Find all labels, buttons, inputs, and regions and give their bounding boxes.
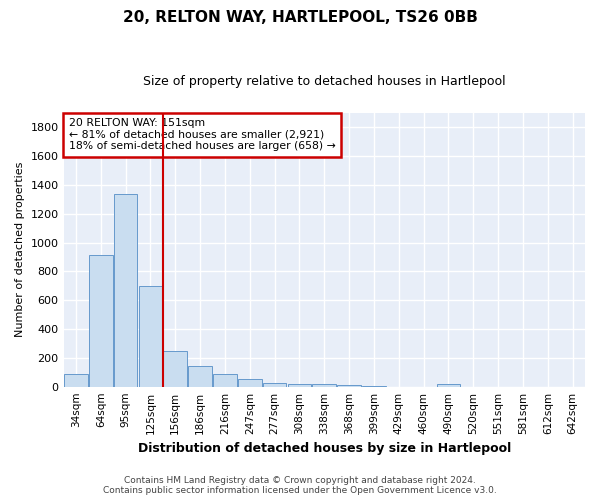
- Text: Contains HM Land Registry data © Crown copyright and database right 2024.
Contai: Contains HM Land Registry data © Crown c…: [103, 476, 497, 495]
- Title: Size of property relative to detached houses in Hartlepool: Size of property relative to detached ho…: [143, 75, 506, 88]
- Bar: [238, 379, 262, 386]
- Y-axis label: Number of detached properties: Number of detached properties: [15, 162, 25, 338]
- Bar: [139, 286, 162, 386]
- Bar: [263, 382, 286, 386]
- Text: 20 RELTON WAY: 151sqm
← 81% of detached houses are smaller (2,921)
18% of semi-d: 20 RELTON WAY: 151sqm ← 81% of detached …: [69, 118, 335, 152]
- Bar: [89, 256, 113, 386]
- Bar: [188, 366, 212, 386]
- Bar: [213, 374, 237, 386]
- X-axis label: Distribution of detached houses by size in Hartlepool: Distribution of detached houses by size …: [137, 442, 511, 455]
- Bar: [114, 194, 137, 386]
- Bar: [337, 385, 361, 386]
- Bar: [313, 384, 336, 386]
- Bar: [437, 384, 460, 386]
- Bar: [163, 352, 187, 386]
- Text: 20, RELTON WAY, HARTLEPOOL, TS26 0BB: 20, RELTON WAY, HARTLEPOOL, TS26 0BB: [122, 10, 478, 25]
- Bar: [64, 374, 88, 386]
- Bar: [287, 384, 311, 386]
